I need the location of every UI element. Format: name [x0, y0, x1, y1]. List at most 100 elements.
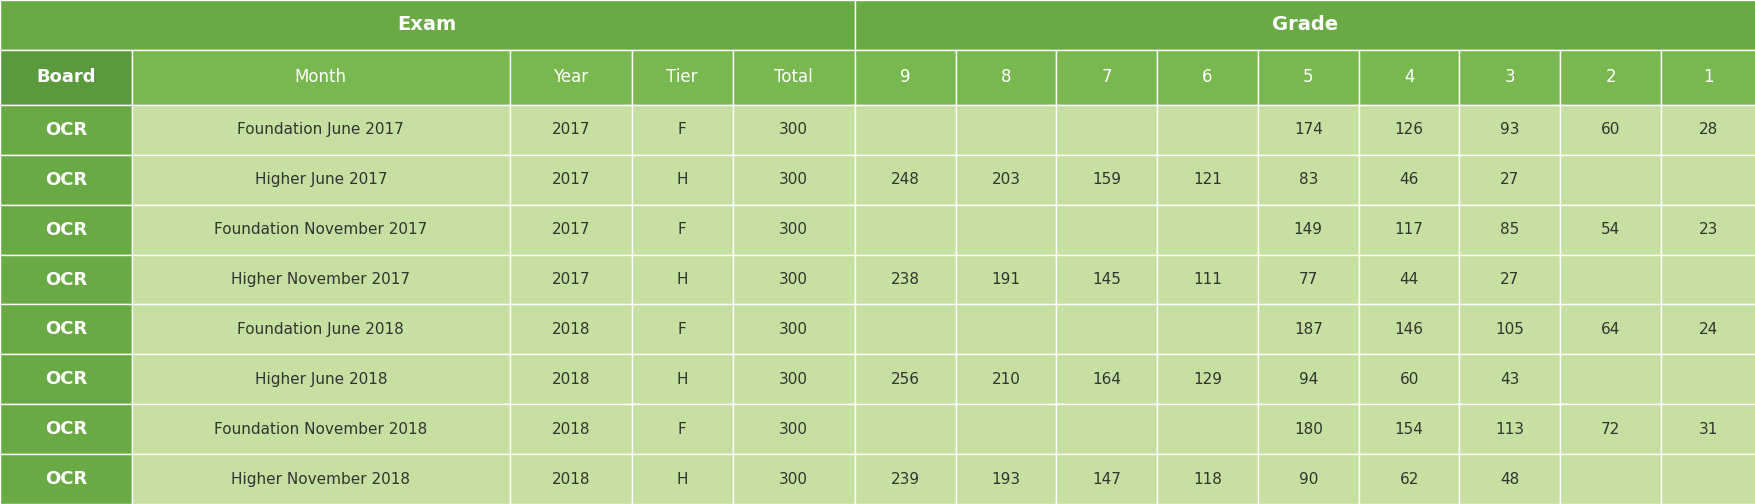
Text: 27: 27	[1499, 172, 1518, 187]
Text: 28: 28	[1697, 122, 1716, 138]
Bar	[0, 105, 132, 155]
Text: 159: 159	[1092, 172, 1121, 187]
Bar	[1057, 255, 1157, 304]
Bar	[732, 255, 855, 304]
Bar	[1560, 304, 1660, 354]
Bar	[1560, 105, 1660, 155]
Text: 83: 83	[1299, 172, 1318, 187]
Text: OCR: OCR	[44, 470, 88, 488]
Text: 2017: 2017	[551, 172, 590, 187]
Text: 2017: 2017	[551, 272, 590, 287]
Bar	[509, 50, 632, 105]
Bar	[1157, 50, 1257, 105]
Bar	[132, 155, 509, 205]
Text: 2018: 2018	[551, 372, 590, 387]
Bar	[1257, 205, 1358, 255]
Bar	[632, 304, 732, 354]
Bar	[0, 255, 132, 304]
Bar	[632, 50, 732, 105]
Text: 77: 77	[1299, 272, 1318, 287]
Bar	[0, 454, 132, 504]
Bar	[1358, 105, 1458, 155]
Text: OCR: OCR	[44, 321, 88, 339]
Text: 60: 60	[1399, 372, 1418, 387]
Text: Higher November 2017: Higher November 2017	[232, 272, 411, 287]
Bar	[955, 50, 1057, 105]
Text: 191: 191	[992, 272, 1020, 287]
Text: 4: 4	[1402, 69, 1413, 87]
Text: 2018: 2018	[551, 472, 590, 486]
Bar	[1057, 155, 1157, 205]
Bar	[1157, 454, 1257, 504]
Bar	[1157, 155, 1257, 205]
Text: Year: Year	[553, 69, 588, 87]
Text: 60: 60	[1601, 122, 1620, 138]
Bar	[132, 105, 509, 155]
Bar	[955, 255, 1057, 304]
Text: 147: 147	[1092, 472, 1120, 486]
Bar	[732, 454, 855, 504]
Bar	[1660, 354, 1755, 404]
Bar	[509, 155, 632, 205]
Text: 193: 193	[992, 472, 1020, 486]
Bar	[1257, 255, 1358, 304]
Bar	[1257, 404, 1358, 454]
Bar	[1057, 354, 1157, 404]
Bar	[1560, 50, 1660, 105]
Bar	[1458, 404, 1560, 454]
Bar	[732, 404, 855, 454]
Text: 180: 180	[1293, 422, 1322, 436]
Bar	[1057, 105, 1157, 155]
Text: F: F	[677, 122, 686, 138]
Text: H: H	[676, 372, 688, 387]
Text: 2017: 2017	[551, 222, 590, 237]
Bar	[509, 454, 632, 504]
Bar	[732, 304, 855, 354]
Text: OCR: OCR	[44, 370, 88, 388]
Text: OCR: OCR	[44, 171, 88, 189]
Bar	[955, 105, 1057, 155]
Bar	[0, 354, 132, 404]
Text: 31: 31	[1697, 422, 1716, 436]
Text: Higher November 2018: Higher November 2018	[232, 472, 411, 486]
Bar	[0, 50, 132, 105]
Text: H: H	[676, 472, 688, 486]
Bar	[955, 205, 1057, 255]
Text: 5: 5	[1302, 69, 1313, 87]
Text: 23: 23	[1697, 222, 1716, 237]
Text: Tier: Tier	[667, 69, 697, 87]
Text: F: F	[677, 322, 686, 337]
Bar	[1358, 454, 1458, 504]
Text: 111: 111	[1192, 272, 1221, 287]
Bar	[1660, 454, 1755, 504]
Bar	[509, 255, 632, 304]
Bar	[1157, 354, 1257, 404]
Bar	[1257, 50, 1358, 105]
Text: 27: 27	[1499, 272, 1518, 287]
Text: F: F	[677, 222, 686, 237]
Bar	[1257, 105, 1358, 155]
Text: 90: 90	[1299, 472, 1318, 486]
Bar	[1560, 454, 1660, 504]
Text: Month: Month	[295, 69, 346, 87]
Text: 238: 238	[890, 272, 920, 287]
Text: 46: 46	[1399, 172, 1418, 187]
Text: 300: 300	[779, 322, 807, 337]
Bar	[1560, 205, 1660, 255]
Bar	[132, 404, 509, 454]
Bar	[132, 304, 509, 354]
Text: 300: 300	[779, 172, 807, 187]
Text: 44: 44	[1399, 272, 1418, 287]
Text: OCR: OCR	[44, 271, 88, 289]
Text: 154: 154	[1393, 422, 1423, 436]
Text: 210: 210	[992, 372, 1020, 387]
Text: 300: 300	[779, 272, 807, 287]
Text: 146: 146	[1393, 322, 1423, 337]
Bar	[1157, 105, 1257, 155]
Text: Exam: Exam	[398, 16, 456, 34]
Text: 43: 43	[1499, 372, 1518, 387]
Text: 105: 105	[1495, 322, 1523, 337]
Bar	[509, 404, 632, 454]
Text: OCR: OCR	[44, 221, 88, 239]
Text: 64: 64	[1601, 322, 1620, 337]
